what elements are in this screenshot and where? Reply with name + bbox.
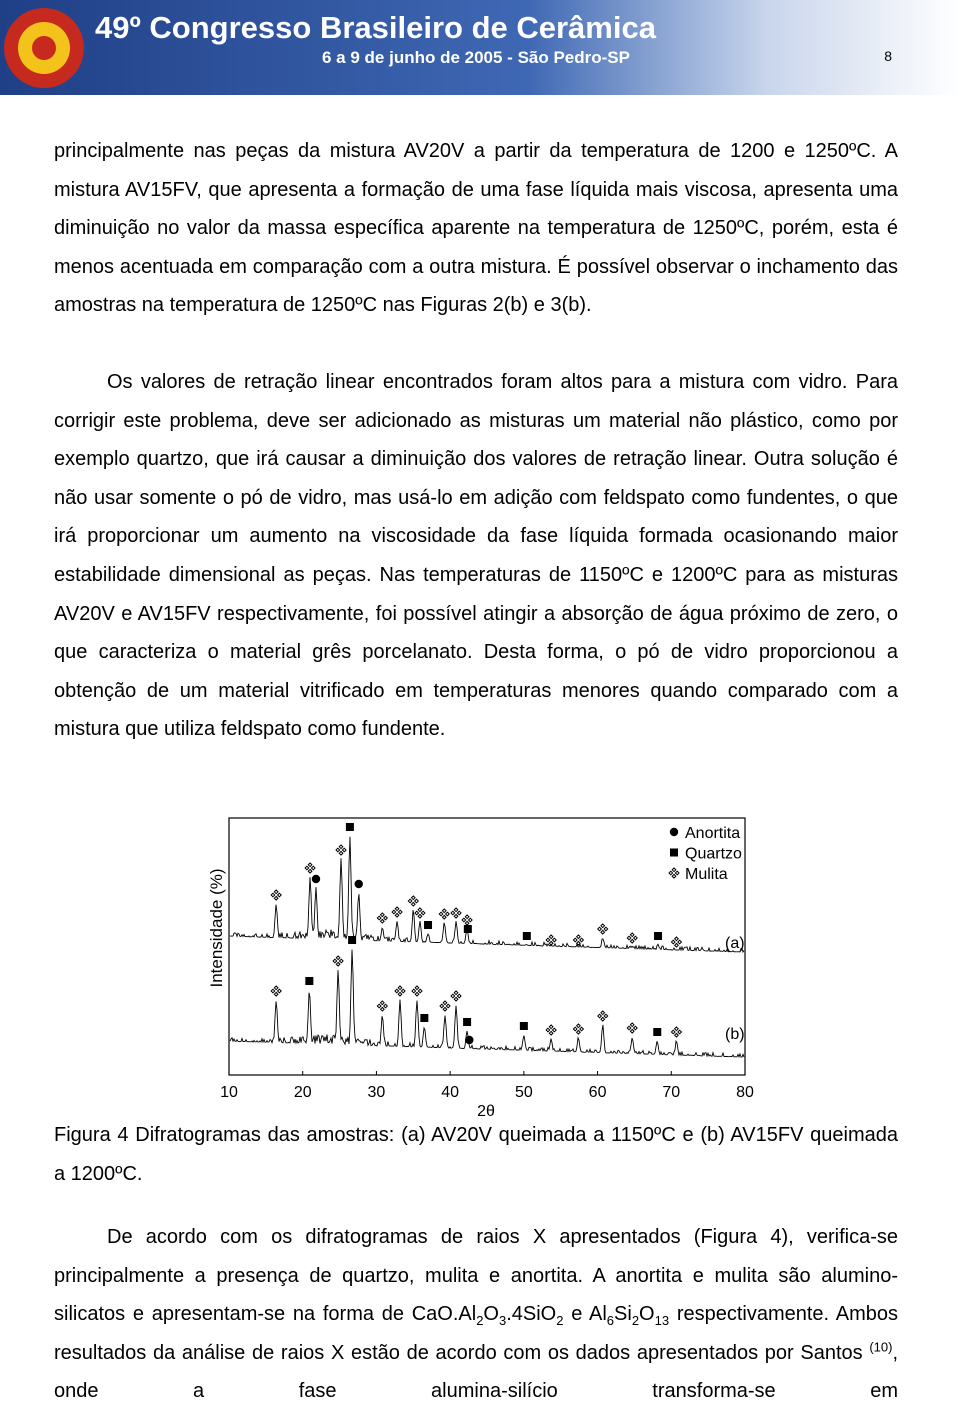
paragraph: Os valores de retração linear encontrado… — [54, 371, 898, 741]
phase-marker — [420, 1014, 429, 1022]
phase-marker — [354, 879, 363, 889]
paragraph: De acordo com os difratogramas de raios … — [54, 1218, 898, 1411]
phase-marker — [519, 1022, 528, 1030]
phase-marker — [626, 932, 638, 944]
phase-marker — [345, 823, 354, 831]
diffractogram — [229, 949, 745, 1059]
phase-marker — [670, 936, 683, 948]
text-run: 2 — [476, 1313, 484, 1329]
phase-marker — [414, 907, 426, 919]
phase-marker — [597, 1010, 609, 1022]
phase-marker — [463, 1018, 472, 1026]
phase-marker — [391, 906, 403, 918]
x-tick-label: 80 — [736, 1084, 754, 1101]
text-run: e Al — [563, 1303, 607, 1326]
phase-marker — [305, 977, 314, 985]
phase-marker — [463, 925, 472, 933]
text-run: 3 — [498, 1313, 507, 1329]
phase-marker — [332, 955, 344, 967]
phase-marker — [394, 985, 406, 997]
phase-marker — [411, 985, 423, 997]
phase-marker — [597, 923, 609, 935]
phase-marker — [626, 1022, 638, 1034]
phase-marker — [335, 844, 347, 856]
phase-marker — [376, 1000, 389, 1012]
x-tick-label: 60 — [589, 1084, 607, 1101]
text-run: O — [639, 1303, 655, 1326]
phase-marker — [439, 1000, 451, 1012]
phase-marker — [653, 1028, 662, 1036]
phase-marker — [376, 912, 389, 924]
phase-marker — [424, 921, 433, 929]
legend-label: Anortita — [685, 825, 740, 842]
page-number: 8 — [884, 48, 892, 64]
text-run: (10) — [869, 1339, 893, 1355]
phase-marker — [465, 1035, 474, 1045]
diffractogram — [230, 836, 745, 954]
paragraph: principalmente nas peças da mistura AV20… — [54, 140, 898, 317]
phase-marker — [450, 907, 462, 919]
legend-symbol — [668, 867, 680, 879]
phase-marker — [545, 1024, 557, 1036]
legend-label: Quartzo — [685, 846, 742, 863]
text-run: 6 — [606, 1313, 615, 1329]
x-tick-label: 20 — [294, 1084, 312, 1101]
phase-marker — [407, 895, 419, 907]
text-run: Si — [614, 1303, 632, 1326]
phase-marker — [270, 985, 282, 997]
text-run: , onde a fase alumina-silício transforma… — [54, 1341, 898, 1403]
text-run: De acordo com os difratogramas de raios … — [54, 1226, 898, 1326]
legend-label: Mulita — [685, 866, 728, 883]
x-tick-label: 50 — [515, 1084, 533, 1101]
pattern-label: (b) — [725, 1026, 745, 1043]
x-tick-label: 40 — [441, 1084, 459, 1101]
text-run: 2 — [556, 1313, 564, 1329]
phase-marker — [572, 934, 585, 946]
legend-symbol — [670, 848, 678, 857]
phase-marker — [545, 934, 557, 946]
phase-marker — [270, 889, 282, 901]
phase-marker — [450, 990, 462, 1002]
legend-symbol — [669, 827, 679, 837]
logo-core — [32, 36, 56, 60]
phase-marker — [461, 914, 473, 926]
text-run: respectivamente. Ambos resultados da aná… — [54, 1303, 898, 1364]
header-title: 49º Congresso Brasileiro de Cerâmica — [95, 10, 657, 45]
figure-caption: Figura 4 Difratogramas das amostras: (a)… — [54, 1124, 898, 1185]
phase-marker — [311, 874, 321, 884]
x-tick-label: 10 — [220, 1084, 238, 1101]
plot-area: 10 20 30 40 50 60 70 80 (a) (b) Anortita Quartzo Mul… — [220, 823, 754, 1101]
text-run: 13 — [654, 1313, 670, 1329]
text-run: O — [483, 1303, 499, 1326]
phase-marker — [348, 936, 357, 944]
header-banner — [0, 0, 960, 95]
text-run: .4SiO — [506, 1303, 557, 1326]
phase-marker — [304, 862, 316, 874]
pattern-label: (a) — [725, 935, 745, 952]
phase-marker — [670, 1026, 683, 1038]
phase-marker — [572, 1023, 585, 1035]
y-axis-label: Intensidade (%) — [207, 868, 226, 987]
phase-marker — [522, 932, 531, 940]
text-run: 2 — [631, 1313, 640, 1329]
phase-marker — [654, 932, 663, 940]
x-tick-label: 30 — [368, 1084, 386, 1101]
header-subtitle: 6 a 9 de junho de 2005 - São Pedro-SP — [322, 48, 630, 67]
x-axis-label: 2θ — [477, 1103, 495, 1120]
x-tick-label: 70 — [662, 1084, 680, 1101]
plot-frame — [228, 817, 746, 1076]
phase-marker — [438, 908, 450, 920]
